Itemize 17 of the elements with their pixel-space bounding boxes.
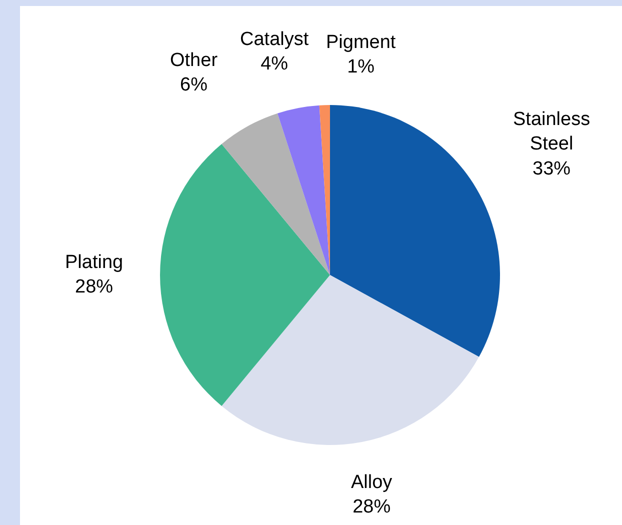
pie-slice bbox=[222, 113, 330, 275]
pie-slice bbox=[277, 105, 330, 275]
slice-label: Plating bbox=[65, 252, 124, 273]
data-label: 1% bbox=[347, 56, 375, 78]
slice-label: Stainless Steel bbox=[513, 109, 590, 155]
data-label: 28% bbox=[75, 276, 114, 298]
data-label: 4% bbox=[260, 54, 288, 75]
slice-label: Alloy bbox=[351, 472, 393, 493]
slice-label: Other bbox=[170, 50, 218, 71]
slice-label: Pigment bbox=[326, 32, 396, 53]
data-label: 28% bbox=[352, 496, 391, 518]
pie-slice bbox=[330, 105, 500, 357]
pie-slice bbox=[222, 275, 479, 445]
data-label: 6% bbox=[180, 74, 208, 96]
slice-label: Catalyst bbox=[240, 29, 310, 50]
data-label: 33% bbox=[532, 158, 571, 180]
pie-slice bbox=[160, 144, 330, 406]
